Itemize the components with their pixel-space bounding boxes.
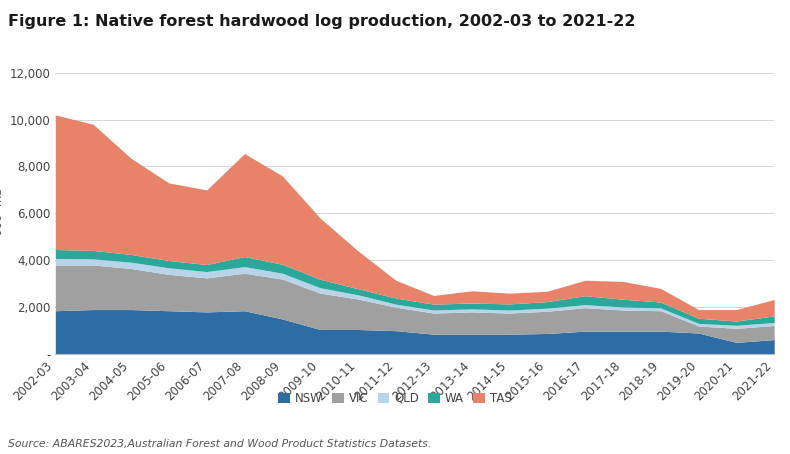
Text: Source: ABARES2023,Australian Forest and Wood Product Statistics Datasets.: Source: ABARES2023,Australian Forest and… — [8, 439, 431, 449]
Legend: NSW, VIC, QLD, WA, TAS: NSW, VIC, QLD, WA, TAS — [273, 387, 517, 410]
Y-axis label: '000  m3: '000 m3 — [0, 188, 6, 239]
Text: Figure 1: Native forest hardwood log production, 2002-03 to 2021-22: Figure 1: Native forest hardwood log pro… — [8, 14, 635, 29]
